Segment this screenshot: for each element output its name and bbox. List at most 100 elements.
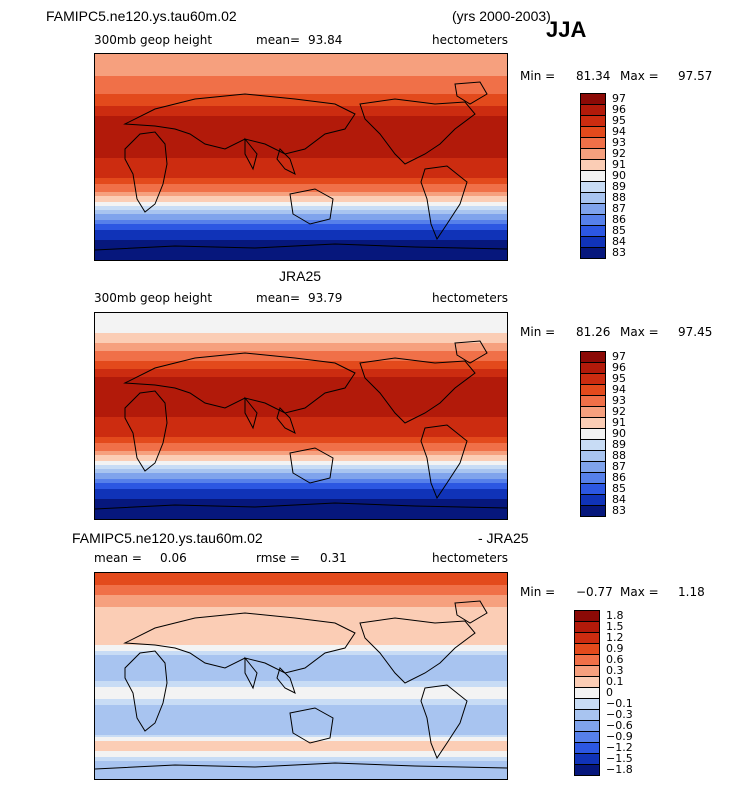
map-band [95,713,507,716]
map-band [95,473,507,476]
map-band [95,595,507,598]
map-band [95,202,507,205]
map-band [95,220,507,223]
colorbar-label: 91 [612,416,626,429]
map-band [95,665,507,668]
panel3-units: hectometers [432,551,508,565]
map-band [95,134,507,137]
panel2-title: JRA25 [279,268,322,284]
map-band [95,771,507,774]
map-band [95,194,507,197]
colorbar-label: 87 [612,202,626,215]
map-band [95,635,507,638]
map-band [95,407,507,410]
coastline [420,684,468,760]
map-band [95,250,507,253]
map-band [95,100,507,103]
map-band [95,341,507,344]
map-band [95,130,507,133]
map-band [95,395,507,398]
panel2-field-label: 300mb geop height [94,291,213,305]
map-band [95,431,507,434]
map-band [95,773,507,776]
map-band [95,513,507,516]
colorbar-label: 88 [612,191,626,204]
colorbar-label: −0.9 [606,730,633,743]
map-band [95,739,507,742]
map-band [95,575,507,578]
map-band [95,240,507,243]
map-band [95,156,507,159]
map-band [95,104,507,107]
map-band [95,731,507,734]
map-band [95,673,507,676]
colorbar-label: 83 [612,246,626,259]
map-band [95,445,507,448]
map-band [95,703,507,706]
map-band [95,653,507,656]
map-band [95,335,507,338]
colorbar-label: 0.3 [606,664,624,677]
panel2-min-label: Min = [520,325,556,339]
colorbar-label: 92 [612,405,626,418]
map-band [95,765,507,768]
map-band [95,351,507,354]
map-band [95,66,507,69]
map-band [95,411,507,414]
panel3-title-right: - JRA25 [478,530,529,546]
coastline [420,424,468,500]
map-band [95,214,507,217]
map-band [95,343,507,346]
map-band [95,469,507,472]
map-band [95,607,507,610]
colorbar-label: 0.6 [606,653,624,666]
map-band [95,481,507,484]
map-band [95,212,507,215]
panel1-min-label: Min = [520,69,556,83]
map-band [95,359,507,362]
map-band [95,425,507,428]
coastline [244,396,258,430]
map-band [95,499,507,502]
panel1-mean-label: mean= [256,33,301,47]
map-band [95,166,507,169]
map-band [95,108,507,111]
map-band [95,447,507,450]
map-band [95,323,507,326]
map-band [95,651,507,654]
coastline [123,93,356,155]
map-band [95,483,507,486]
map-band [95,331,507,334]
coastline [95,502,507,510]
map-band [95,248,507,251]
map-band [95,593,507,596]
colorbar-label: 0.9 [606,642,624,655]
panel1-map-svg [95,54,507,260]
map-band [95,579,507,582]
map-band [95,82,507,85]
map-band [95,433,507,436]
map-band [95,405,507,408]
colorbar-label: 94 [612,383,626,396]
map-band [95,777,507,779]
map-band [95,254,507,257]
map-band [95,711,507,714]
map-band [95,196,507,199]
map-band [95,371,507,374]
map-band [95,421,507,424]
map-band [95,705,507,708]
map-band [95,463,507,466]
map-band [95,667,507,670]
map-band [95,146,507,149]
coastline [359,98,476,165]
map-band [95,76,507,79]
map-band [95,216,507,219]
map-band [95,491,507,494]
map-band [95,609,507,612]
map-band [95,679,507,682]
map-band [95,573,507,576]
map-band [95,92,507,95]
map-band [95,677,507,680]
map-band [95,465,507,468]
map-band [95,669,507,672]
